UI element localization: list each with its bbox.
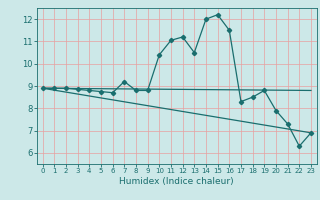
X-axis label: Humidex (Indice chaleur): Humidex (Indice chaleur) <box>119 177 234 186</box>
